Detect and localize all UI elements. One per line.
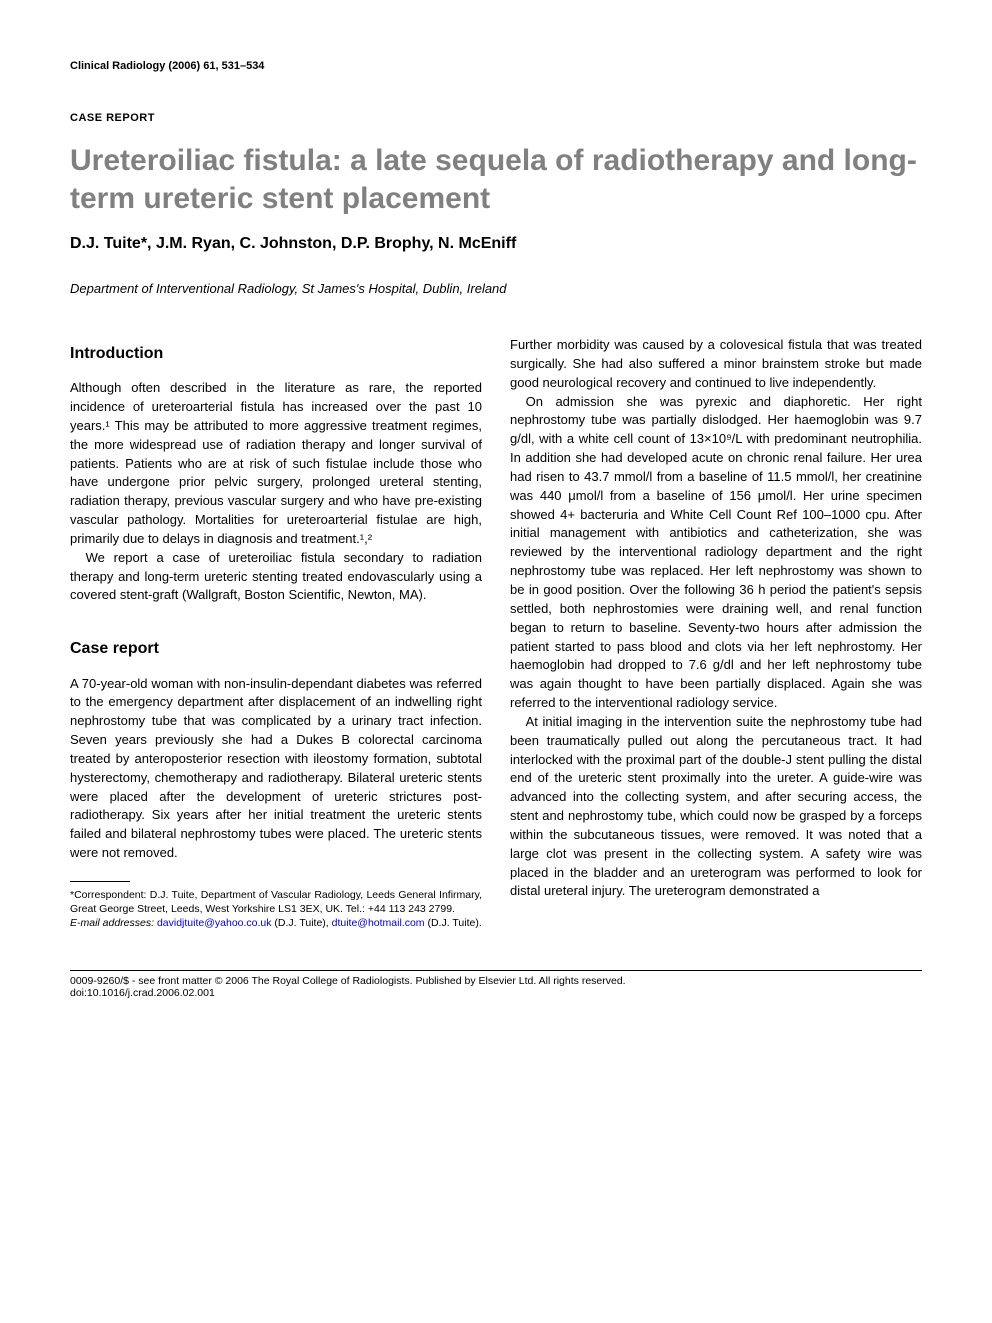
email-link-1[interactable]: davidjtuite@yahoo.co.uk bbox=[157, 917, 272, 929]
introduction-heading: Introduction bbox=[70, 342, 482, 365]
case-paragraph-1b: Further morbidity was caused by a colove… bbox=[510, 336, 922, 393]
email-name-1: (D.J. Tuite), bbox=[272, 917, 332, 929]
case-paragraph-1: A 70-year-old woman with non-insulin-dep… bbox=[70, 675, 482, 863]
intro-paragraph-1: Although often described in the literatu… bbox=[70, 379, 482, 549]
author-list: D.J. Tuite*, J.M. Ryan, C. Johnston, D.P… bbox=[70, 235, 922, 253]
body-columns: Introduction Although often described in… bbox=[70, 336, 922, 930]
section-gap bbox=[70, 605, 482, 631]
case-paragraph-2: On admission she was pyrexic and diaphor… bbox=[510, 393, 922, 713]
email-name-2: (D.J. Tuite). bbox=[425, 917, 482, 929]
email-footnote: E-mail addresses: davidjtuite@yahoo.co.u… bbox=[70, 916, 482, 930]
email-label: E-mail addresses: bbox=[70, 917, 154, 929]
doi-line: doi:10.1016/j.crad.2006.02.001 bbox=[70, 987, 922, 999]
case-paragraph-3: At initial imaging in the intervention s… bbox=[510, 713, 922, 901]
doi-block: 0009-9260/$ - see front matter © 2006 Th… bbox=[70, 970, 922, 999]
affiliation: Department of Interventional Radiology, … bbox=[70, 281, 922, 296]
intro-paragraph-2: We report a case of ureteroiliac fistula… bbox=[70, 549, 482, 606]
article-type-label: CASE REPORT bbox=[70, 112, 922, 124]
case-report-heading: Case report bbox=[70, 637, 482, 660]
running-head: Clinical Radiology (2006) 61, 531–534 bbox=[70, 60, 922, 72]
copyright-line: 0009-9260/$ - see front matter © 2006 Th… bbox=[70, 975, 922, 987]
email-link-2[interactable]: dtuite@hotmail.com bbox=[332, 917, 425, 929]
footnotes-block: *Correspondent: D.J. Tuite, Department o… bbox=[70, 888, 482, 931]
footnote-rule bbox=[70, 881, 130, 882]
correspondent-footnote: *Correspondent: D.J. Tuite, Department o… bbox=[70, 888, 482, 916]
article-title: Ureteroiliac fistula: a late sequela of … bbox=[70, 142, 922, 217]
